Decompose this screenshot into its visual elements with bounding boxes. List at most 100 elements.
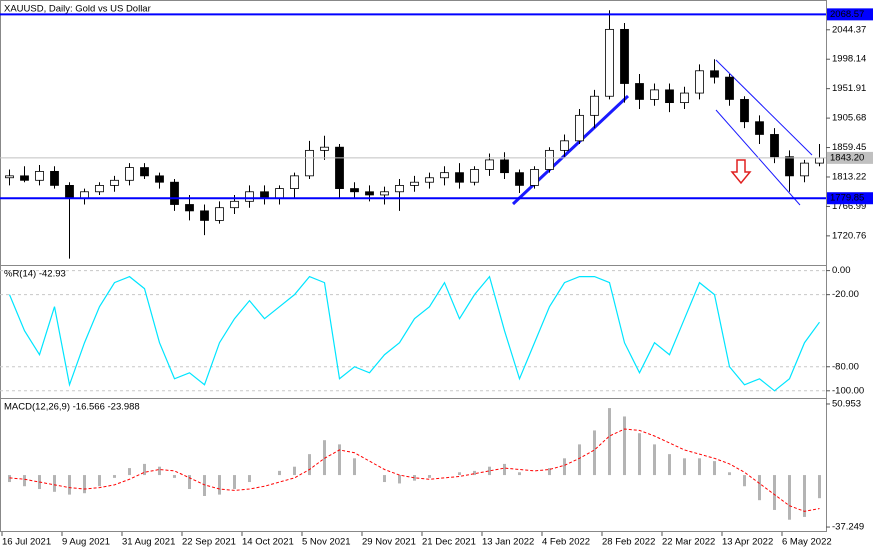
candle-body	[710, 70, 719, 78]
macd-bar	[218, 475, 221, 495]
x-tick-label: 14 Oct 2021	[242, 537, 294, 548]
macd-bar	[563, 458, 566, 476]
macd-bar	[8, 475, 11, 483]
candle-body	[350, 188, 359, 193]
candle-body	[680, 92, 689, 104]
x-tick-label: 29 Nov 2021	[362, 537, 416, 548]
macd-bar	[53, 475, 56, 492]
candle-body	[425, 177, 434, 183]
macd-bar	[323, 440, 326, 476]
macd-bar	[668, 454, 671, 476]
candle-body	[290, 175, 299, 189]
macd-bar	[473, 470, 476, 476]
x-tick-label: 4 Feb 2022	[542, 537, 590, 548]
level-label: 1779.85	[830, 193, 864, 204]
candle-body	[200, 210, 209, 221]
candle-body	[455, 172, 464, 183]
macd-bar	[188, 475, 191, 490]
down-arrow	[730, 159, 752, 185]
macd-bar	[578, 444, 581, 476]
macd-bar	[398, 475, 401, 484]
macd-bar	[113, 475, 116, 478]
macd-bar	[503, 463, 506, 476]
macd-bar	[233, 475, 236, 490]
macd-bar	[353, 458, 356, 476]
x-tick-label: 22 Sep 2021	[182, 537, 236, 548]
macd-bar	[518, 472, 521, 476]
candle-body	[380, 191, 389, 196]
last-price-label: 1843.20	[830, 152, 864, 163]
candle-body	[485, 159, 494, 170]
candle-body	[530, 169, 539, 186]
candle-body	[410, 181, 419, 186]
candle-body	[260, 191, 269, 199]
candle-body	[50, 170, 59, 186]
macd-bar	[83, 475, 86, 494]
macd-bar	[788, 475, 791, 520]
y-tick-label: 0.00	[832, 265, 851, 276]
candle-body	[785, 156, 794, 177]
x-tick-label: 13 Apr 2022	[722, 537, 773, 548]
x-tick-label: 21 Dec 2021	[422, 537, 476, 548]
candle-body	[20, 175, 29, 181]
x-tick-label: 13 Jan 2022	[482, 537, 534, 548]
macd-bar	[293, 466, 296, 476]
candle-body	[305, 149, 314, 177]
candle-body	[155, 175, 164, 183]
candle-body	[740, 99, 749, 123]
x-tick-label: 28 Feb 2022	[602, 537, 655, 548]
candle-body	[515, 172, 524, 186]
level-label-bg	[827, 192, 873, 205]
macd-bar	[383, 475, 386, 483]
candle-body	[5, 175, 14, 179]
macd-bar	[428, 475, 431, 478]
x-tick-label: 22 Mar 2022	[662, 537, 715, 548]
candle-body	[80, 191, 89, 199]
macd-bar	[248, 475, 251, 483]
wpr-line	[8, 275, 820, 392]
panel-title: %R(14) -42.93	[4, 269, 66, 280]
macd-bar	[308, 454, 311, 476]
macd-bar	[773, 475, 776, 510]
macd-bar	[413, 475, 416, 481]
candle-body	[545, 149, 554, 170]
macd-bar	[698, 458, 701, 476]
candle-body	[575, 114, 584, 142]
trend-line	[511, 94, 630, 206]
candle-body	[65, 184, 74, 199]
candle-body	[35, 170, 44, 181]
candle-body	[110, 179, 119, 186]
y-tick-label: 1766.99	[832, 201, 866, 212]
macd-bar	[278, 470, 281, 476]
level-label: 2068.57	[830, 9, 864, 20]
x-tick-label: 6 May 2022	[782, 537, 832, 548]
last-price-bg	[827, 151, 873, 164]
panel-title: MACD(12,26,9) -16.566 -23.988	[4, 402, 140, 413]
candle-body	[500, 159, 509, 174]
candle-body	[560, 140, 569, 151]
candle-body	[245, 191, 254, 202]
candle-body	[665, 89, 674, 104]
candle-body	[95, 184, 104, 193]
macd-bar	[728, 472, 731, 476]
candle-body	[185, 204, 194, 212]
candle-body	[125, 167, 134, 181]
candle-body	[140, 167, 149, 177]
candle-body	[335, 146, 344, 189]
candle-body	[320, 146, 329, 151]
macd-bar	[488, 466, 491, 476]
candle-body	[755, 121, 764, 135]
candle-body	[215, 207, 224, 221]
macd-bar	[158, 466, 161, 476]
y-tick-label: -20.00	[832, 289, 859, 300]
candle-body	[800, 162, 809, 177]
macd-bar	[743, 475, 746, 487]
candle-body	[170, 181, 179, 205]
macd-bar	[128, 468, 131, 476]
macd-bar	[608, 408, 611, 476]
y-tick-label: -80.00	[832, 361, 859, 372]
candle-body	[650, 89, 659, 100]
candle-body	[590, 95, 599, 116]
y-tick-label: -100.00	[832, 385, 864, 396]
